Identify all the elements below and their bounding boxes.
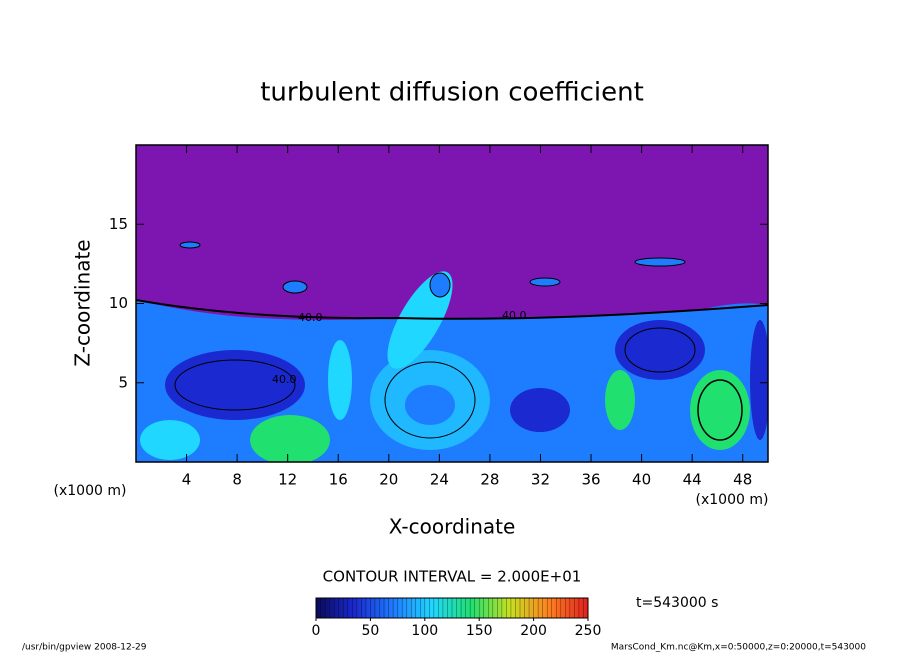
footer-right: MarsCond_Km.nc@Km,x=0:50000,z=0:20000,t=…	[611, 643, 866, 653]
contour-label: 40.0	[502, 309, 527, 322]
y-axis-title: Z-coordinate	[71, 239, 95, 366]
time-label: t=543000 s	[636, 595, 718, 611]
colorbar-tick-label: 200	[520, 623, 547, 639]
y-tick-label: 15	[109, 215, 128, 233]
chart-title: turbulent diffusion coefficient	[260, 78, 644, 108]
x-tick-label: 8	[232, 471, 242, 489]
x-tick-label: 48	[733, 471, 752, 489]
colorbar-tick-label: 0	[312, 623, 321, 639]
x-tick-label: 36	[581, 471, 600, 489]
contour-field	[136, 145, 768, 462]
colorbar-tick-label: 100	[411, 623, 438, 639]
x-tick-label: 4	[182, 471, 192, 489]
x-tick-label: 12	[278, 471, 297, 489]
x-tick-label: 16	[329, 471, 348, 489]
y-tick-label: 10	[109, 294, 128, 312]
x-tick-label: 24	[430, 471, 449, 489]
contour-interval: CONTOUR INTERVAL = 2.000E+01	[323, 568, 582, 586]
colorbar-tick-label: 50	[361, 623, 379, 639]
y-unit: (x1000 m)	[696, 492, 769, 508]
contour-label: 40.0	[298, 311, 323, 324]
x-tick-label: 40	[632, 471, 651, 489]
colorbar-tick-label: 150	[466, 623, 493, 639]
x-tick-label: 20	[379, 471, 398, 489]
x-tick-label: 28	[480, 471, 499, 489]
y-tick-label: 5	[118, 373, 128, 391]
footer-left: /usr/bin/gpview 2008-12-29	[22, 643, 147, 653]
colorbar-tick-label: 250	[575, 623, 602, 639]
x-axis-title: X-coordinate	[389, 515, 516, 539]
x-tick-label: 44	[683, 471, 702, 489]
x-unit: (x1000 m)	[54, 483, 127, 499]
x-tick-label: 32	[531, 471, 550, 489]
contour-label: 40.0	[272, 373, 297, 386]
